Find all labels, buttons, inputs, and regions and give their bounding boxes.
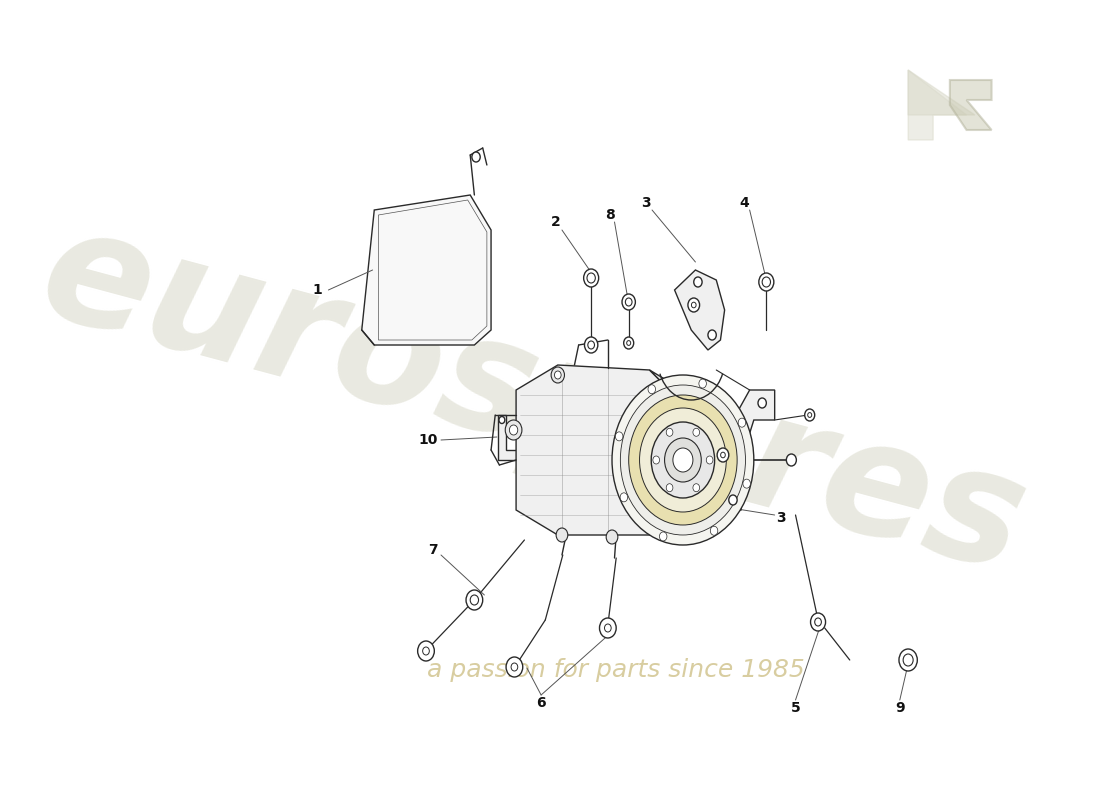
Circle shape — [629, 395, 737, 525]
Circle shape — [693, 428, 700, 436]
Circle shape — [626, 298, 632, 306]
Circle shape — [605, 624, 612, 632]
Circle shape — [557, 528, 568, 542]
Polygon shape — [649, 370, 688, 535]
Text: 7: 7 — [428, 543, 438, 557]
Circle shape — [903, 654, 913, 666]
Text: 10: 10 — [419, 433, 438, 447]
Circle shape — [512, 663, 518, 671]
Circle shape — [786, 454, 796, 466]
Polygon shape — [949, 80, 991, 130]
Text: 3: 3 — [641, 196, 651, 210]
Polygon shape — [516, 365, 674, 535]
Text: 1: 1 — [312, 283, 322, 297]
Circle shape — [667, 484, 673, 492]
Circle shape — [742, 479, 750, 488]
Circle shape — [807, 413, 812, 418]
Circle shape — [418, 641, 434, 661]
Circle shape — [470, 595, 478, 605]
Circle shape — [667, 428, 673, 436]
Circle shape — [708, 330, 716, 340]
Circle shape — [811, 613, 826, 631]
Circle shape — [506, 657, 522, 677]
Circle shape — [706, 456, 713, 464]
Circle shape — [692, 302, 696, 308]
Text: 4: 4 — [740, 196, 749, 210]
Circle shape — [509, 425, 518, 435]
Text: a passion for parts since 1985: a passion for parts since 1985 — [427, 658, 805, 682]
Circle shape — [639, 408, 726, 512]
Text: 3: 3 — [777, 511, 786, 525]
Polygon shape — [909, 70, 967, 140]
Circle shape — [627, 341, 630, 346]
Circle shape — [621, 294, 636, 310]
Text: 2: 2 — [550, 215, 560, 229]
Circle shape — [664, 438, 702, 482]
Circle shape — [653, 456, 660, 464]
Polygon shape — [909, 70, 975, 115]
Circle shape — [815, 618, 822, 626]
Text: 5: 5 — [791, 701, 801, 715]
Circle shape — [472, 152, 481, 162]
Polygon shape — [674, 270, 725, 350]
Text: 9: 9 — [895, 701, 904, 715]
Circle shape — [694, 277, 702, 287]
Circle shape — [551, 367, 564, 383]
Circle shape — [688, 298, 700, 312]
Circle shape — [711, 526, 718, 535]
Circle shape — [620, 385, 746, 535]
Text: 6: 6 — [537, 696, 546, 710]
Circle shape — [612, 375, 754, 545]
Circle shape — [659, 532, 667, 541]
Text: 8: 8 — [605, 208, 615, 222]
Circle shape — [600, 618, 616, 638]
Circle shape — [587, 341, 594, 349]
Circle shape — [615, 432, 623, 441]
Circle shape — [587, 273, 595, 283]
Polygon shape — [362, 195, 491, 345]
Circle shape — [422, 647, 429, 655]
Circle shape — [554, 371, 561, 379]
Circle shape — [805, 409, 815, 421]
Circle shape — [606, 530, 618, 544]
Circle shape — [693, 484, 700, 492]
Circle shape — [729, 495, 737, 505]
Circle shape — [651, 422, 715, 498]
Text: eurospares: eurospares — [25, 194, 1041, 606]
Polygon shape — [497, 415, 520, 460]
Circle shape — [720, 452, 725, 458]
Circle shape — [762, 277, 770, 287]
Circle shape — [738, 418, 746, 427]
Circle shape — [673, 448, 693, 472]
Circle shape — [584, 337, 597, 353]
Circle shape — [899, 649, 917, 671]
Circle shape — [466, 590, 483, 610]
Circle shape — [648, 385, 656, 394]
Circle shape — [505, 420, 521, 440]
Circle shape — [759, 273, 773, 291]
Polygon shape — [716, 390, 774, 510]
Circle shape — [717, 448, 729, 462]
Circle shape — [499, 417, 505, 423]
Circle shape — [698, 379, 706, 388]
Circle shape — [758, 398, 767, 408]
Circle shape — [624, 337, 634, 349]
Circle shape — [620, 493, 628, 502]
Circle shape — [584, 269, 598, 287]
